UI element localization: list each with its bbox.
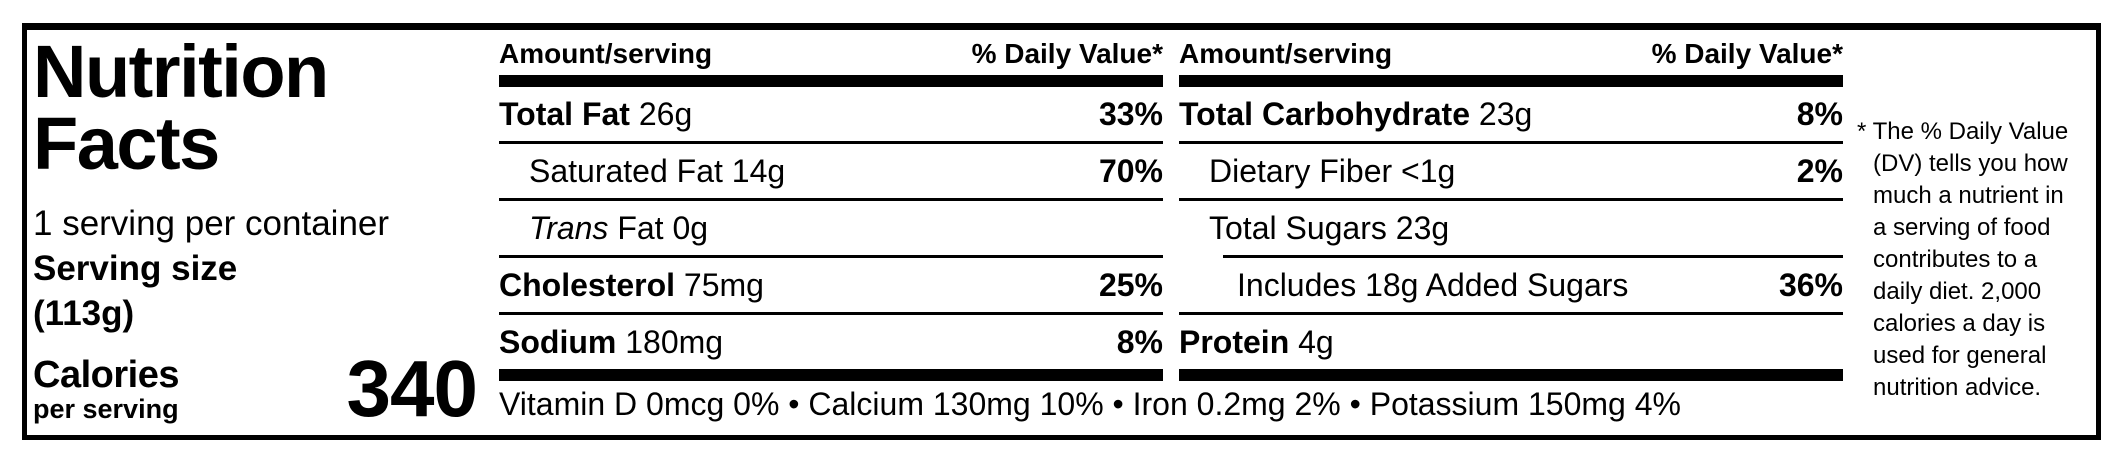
nutrient-name: Total Fat 26g	[499, 96, 692, 133]
calories-row: Calories per serving 340	[33, 343, 478, 437]
nutrient-amount: 0g	[672, 209, 709, 246]
nutrient-dv: 33%	[1098, 95, 1163, 132]
row-added-sugars: Includes 18g Added Sugars 36%	[1179, 258, 1843, 312]
serving-size-value: (113g)	[33, 294, 135, 333]
servings-per-container: 1 serving per container	[33, 204, 390, 243]
thick-bar	[499, 75, 1163, 87]
thick-bar	[1179, 75, 1843, 87]
micronutrients-line: Vitamin D 0mcg 0% • Calcium 130mg 10% • …	[499, 385, 1681, 422]
title-line-2: Facts	[33, 102, 220, 185]
row-protein: Protein 4g	[1179, 315, 1843, 369]
row-divider	[1179, 312, 1843, 315]
nutrient-dv: 36%	[1778, 266, 1843, 303]
nutrient-dv: 8%	[1116, 323, 1163, 360]
nutrient-amount: 26g	[638, 95, 693, 132]
row-total-fat: Total Fat 26g 33%	[499, 87, 1163, 141]
nutrient-column-1: Amount/serving % Daily Value* Total Fat …	[499, 34, 1163, 381]
nutrient-label: Total Fat	[499, 95, 630, 132]
calories-words: Calories per serving	[33, 355, 179, 423]
row-total-sugars: Total Sugars 23g	[1179, 201, 1843, 255]
row-sodium: Sodium 180mg 8%	[499, 315, 1163, 369]
calories-sublabel: per serving	[33, 394, 179, 424]
row-divider	[499, 141, 1163, 144]
nutrient-name: Saturated Fat 14g	[499, 153, 785, 190]
thick-bar	[1179, 369, 1843, 381]
nutrient-name: Protein 4g	[1179, 324, 1334, 361]
nutrient-label-italic: Trans	[529, 209, 609, 246]
row-divider	[1179, 198, 1843, 201]
daily-value-header: % Daily Value*	[971, 38, 1163, 69]
nutrient-amount: 75mg	[683, 266, 764, 303]
row-divider	[499, 255, 1163, 258]
column-1-header: Amount/serving % Daily Value*	[499, 34, 1163, 75]
nutrient-name: Cholesterol 75mg	[499, 267, 764, 304]
nutrient-amount: 180mg	[625, 323, 724, 360]
nutrient-dv: 2%	[1796, 152, 1843, 189]
daily-value-footnote-text: * The % Daily Value (DV) tells you how m…	[1857, 118, 2069, 401]
nutrient-label: Total Carbohydrate	[1179, 95, 1470, 132]
calories-value: 340	[346, 344, 478, 433]
nutrient-columns-area: Amount/serving % Daily Value* Total Fat …	[499, 34, 1843, 431]
column-2-header: Amount/serving % Daily Value*	[1179, 34, 1843, 75]
nutrient-dv: 70%	[1098, 152, 1163, 189]
daily-value-header: % Daily Value*	[1651, 38, 1843, 69]
label-title: Nutrition Facts	[33, 30, 477, 185]
nutrient-label: Fat	[617, 209, 664, 246]
row-total-carbohydrate: Total Carbohydrate 23g 8%	[1179, 87, 1843, 141]
thick-bar	[499, 369, 1163, 381]
amount-serving-header: Amount/serving	[1179, 38, 1393, 69]
nutrient-label: Protein	[1179, 323, 1290, 360]
row-cholesterol: Cholesterol 75mg 25%	[499, 258, 1163, 312]
row-divider	[499, 198, 1163, 201]
nutrient-name: Trans Fat 0g	[499, 210, 708, 247]
amount-serving-header: Amount/serving	[499, 38, 713, 69]
row-divider	[499, 312, 1163, 315]
nutrient-label: Total Sugars	[1209, 209, 1387, 246]
title-line-1: Nutrition	[33, 30, 329, 113]
nutrient-amount: 14g	[731, 152, 786, 189]
nutrient-name: Total Sugars 23g	[1179, 210, 1449, 247]
left-panel: Nutrition Facts 1 serving per container …	[33, 30, 478, 434]
row-divider	[1179, 141, 1843, 144]
nutrient-label: Cholesterol	[499, 266, 676, 303]
nutrient-amount: <1g	[1401, 152, 1456, 189]
serving-size-label: Serving size	[33, 249, 238, 288]
daily-value-footnote: * The % Daily Value (DV) tells you how m…	[1857, 34, 2089, 431]
nutrient-label: Includes 18g Added Sugars	[1237, 266, 1629, 303]
nutrient-columns: Amount/serving % Daily Value* Total Fat …	[499, 34, 1843, 381]
nutrient-dv: 25%	[1098, 266, 1163, 303]
nutrient-name: Dietary Fiber <1g	[1179, 153, 1455, 190]
nutrient-name: Total Carbohydrate 23g	[1179, 96, 1532, 133]
nutrition-facts-label: Nutrition Facts 1 serving per container …	[22, 23, 2101, 440]
serving-info: 1 serving per container Serving size (11…	[33, 201, 477, 336]
nutrient-name: Sodium 180mg	[499, 324, 723, 361]
nutrient-amount: 23g	[1478, 95, 1533, 132]
nutrient-amount: 4g	[1298, 323, 1334, 360]
row-trans-fat: Trans Fat 0g	[499, 201, 1163, 255]
nutrient-label: Dietary Fiber	[1209, 152, 1393, 189]
row-dietary-fiber: Dietary Fiber <1g 2%	[1179, 144, 1843, 198]
nutrient-label: Sodium	[499, 323, 617, 360]
calories-label: Calories	[33, 354, 179, 396]
nutrient-column-2: Amount/serving % Daily Value* Total Carb…	[1179, 34, 1843, 381]
nutrient-dv: 8%	[1796, 95, 1843, 132]
row-saturated-fat: Saturated Fat 14g 70%	[499, 144, 1163, 198]
nutrient-amount: 23g	[1395, 209, 1450, 246]
nutrient-name: Includes 18g Added Sugars	[1179, 267, 1628, 304]
row-divider-indented	[1223, 255, 1843, 258]
nutrient-label: Saturated Fat	[529, 152, 723, 189]
